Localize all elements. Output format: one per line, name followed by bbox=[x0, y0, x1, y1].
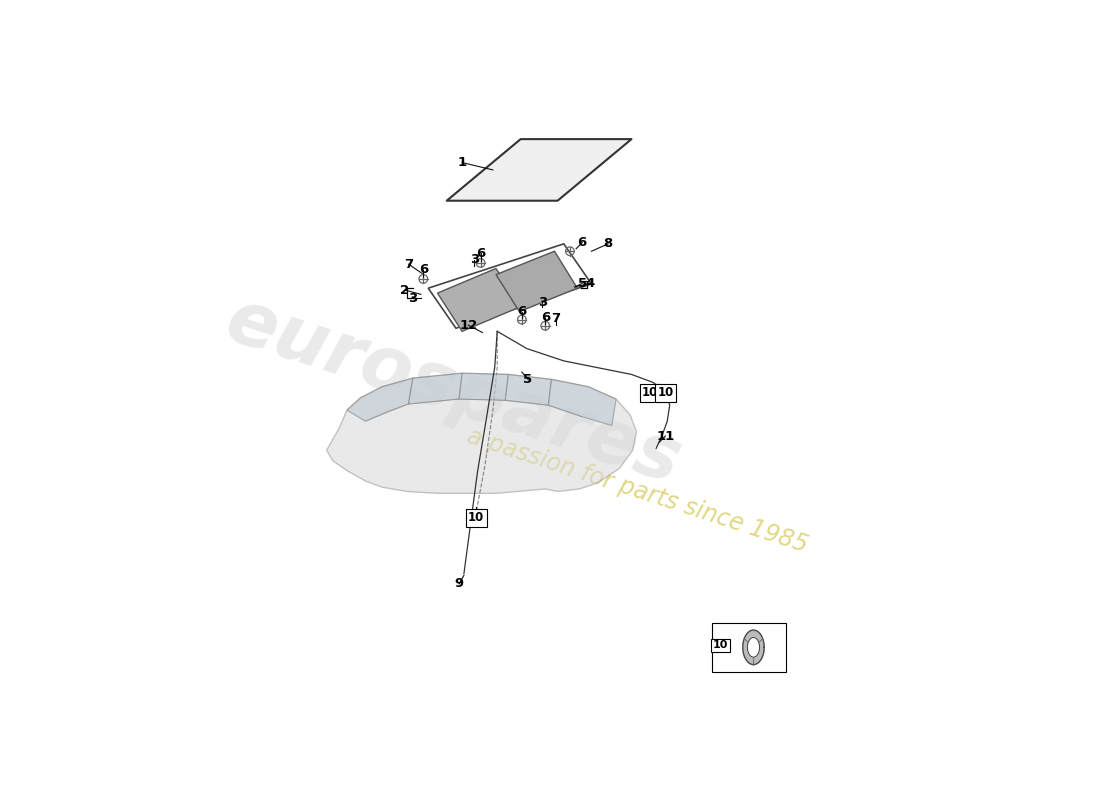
Polygon shape bbox=[747, 638, 760, 657]
Polygon shape bbox=[438, 269, 520, 331]
Text: 10: 10 bbox=[713, 641, 728, 650]
Polygon shape bbox=[548, 379, 616, 426]
Text: 12: 12 bbox=[459, 318, 477, 332]
Text: 10: 10 bbox=[658, 386, 673, 399]
Text: 6: 6 bbox=[540, 311, 550, 324]
Text: eurospares: eurospares bbox=[216, 284, 690, 500]
Text: 9: 9 bbox=[454, 578, 463, 590]
Text: 10: 10 bbox=[642, 386, 658, 399]
Text: 6: 6 bbox=[419, 263, 428, 276]
Text: 8: 8 bbox=[604, 238, 613, 250]
Polygon shape bbox=[447, 139, 631, 201]
Text: 11: 11 bbox=[657, 430, 674, 442]
Polygon shape bbox=[742, 630, 764, 665]
Text: 6: 6 bbox=[578, 236, 587, 249]
Text: 7: 7 bbox=[404, 258, 414, 270]
Text: 5: 5 bbox=[578, 277, 586, 290]
Polygon shape bbox=[505, 374, 551, 406]
Polygon shape bbox=[327, 373, 637, 494]
Polygon shape bbox=[408, 373, 462, 404]
Bar bbox=[712, 622, 785, 672]
Text: 5: 5 bbox=[524, 373, 532, 386]
Text: 7: 7 bbox=[551, 313, 560, 326]
Text: 3: 3 bbox=[470, 254, 480, 266]
Text: a passion for parts since 1985: a passion for parts since 1985 bbox=[464, 424, 811, 557]
Text: 6: 6 bbox=[476, 246, 485, 259]
Text: 3: 3 bbox=[538, 296, 547, 309]
Text: 3: 3 bbox=[408, 291, 418, 305]
Polygon shape bbox=[346, 378, 412, 422]
Text: 2: 2 bbox=[400, 283, 409, 297]
Polygon shape bbox=[459, 373, 508, 400]
Polygon shape bbox=[496, 251, 578, 311]
Text: 10: 10 bbox=[469, 511, 484, 525]
Text: 4: 4 bbox=[585, 277, 595, 290]
Text: 1: 1 bbox=[458, 156, 466, 169]
Text: 6: 6 bbox=[517, 305, 527, 318]
